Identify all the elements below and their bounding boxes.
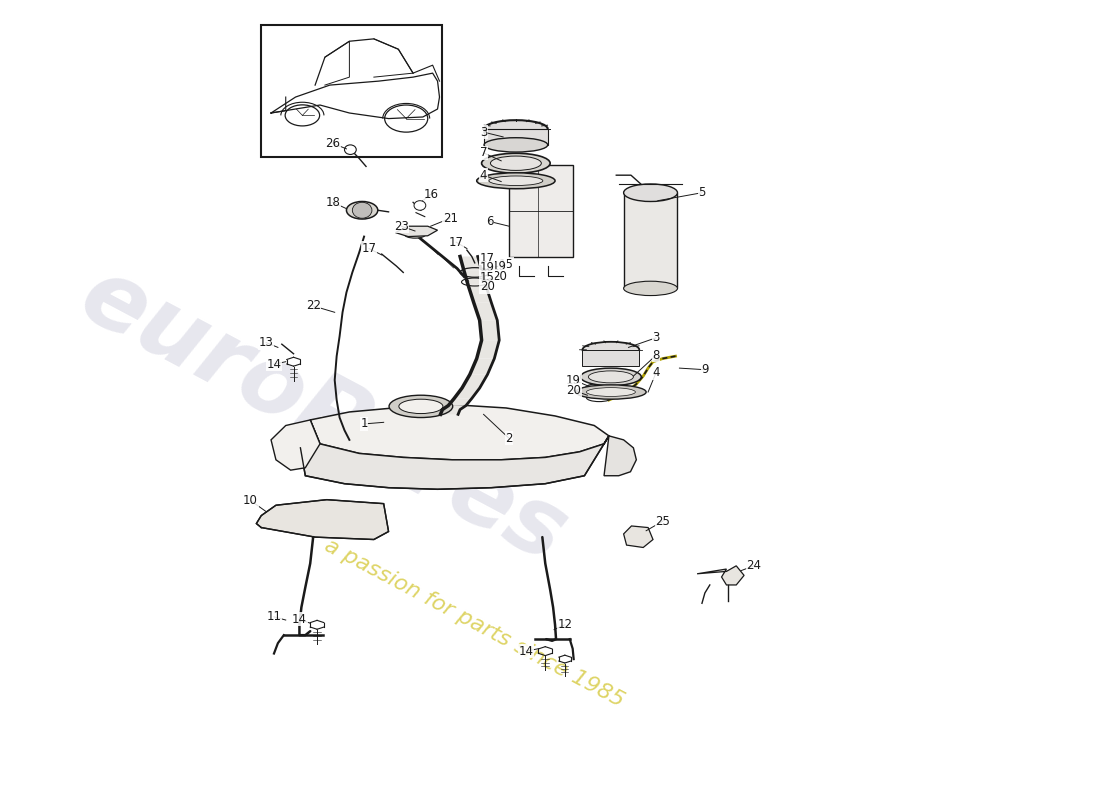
Bar <box>624 193 678 288</box>
Text: 26: 26 <box>326 137 340 150</box>
Ellipse shape <box>586 388 636 397</box>
Text: 4: 4 <box>652 366 660 379</box>
Text: 5: 5 <box>698 186 706 199</box>
Ellipse shape <box>404 230 426 238</box>
Text: 1: 1 <box>361 418 367 430</box>
Text: 4: 4 <box>480 169 487 182</box>
Text: 16: 16 <box>424 188 438 201</box>
Ellipse shape <box>482 154 550 173</box>
Text: 14: 14 <box>266 358 282 370</box>
Ellipse shape <box>491 156 541 170</box>
Text: 21: 21 <box>443 212 458 225</box>
Text: 7: 7 <box>480 146 487 159</box>
Polygon shape <box>454 388 480 398</box>
Text: a passion for parts since 1985: a passion for parts since 1985 <box>320 535 627 711</box>
Ellipse shape <box>476 173 556 189</box>
Ellipse shape <box>490 176 542 186</box>
Text: 22: 22 <box>306 299 321 313</box>
Text: 3: 3 <box>652 331 660 344</box>
Text: 9: 9 <box>701 363 708 376</box>
Text: 6: 6 <box>486 215 493 228</box>
Polygon shape <box>468 285 492 302</box>
Text: euroPares: euroPares <box>64 250 582 582</box>
Ellipse shape <box>575 385 646 399</box>
Ellipse shape <box>484 120 548 138</box>
Polygon shape <box>271 420 320 470</box>
Polygon shape <box>604 436 636 476</box>
Text: 14: 14 <box>518 645 534 658</box>
Ellipse shape <box>583 342 639 358</box>
Text: 13: 13 <box>258 336 274 349</box>
Polygon shape <box>449 398 472 406</box>
Text: 17: 17 <box>362 242 376 255</box>
Polygon shape <box>474 302 497 320</box>
Polygon shape <box>480 320 499 340</box>
Polygon shape <box>442 406 466 410</box>
Text: 3: 3 <box>480 126 487 138</box>
Text: 8: 8 <box>652 349 660 362</box>
Polygon shape <box>697 566 744 585</box>
Text: 15: 15 <box>498 258 514 271</box>
Text: 20: 20 <box>492 270 507 283</box>
Circle shape <box>414 201 426 210</box>
Ellipse shape <box>581 368 641 386</box>
Polygon shape <box>462 374 487 388</box>
Polygon shape <box>460 257 482 271</box>
Text: 20: 20 <box>566 384 581 397</box>
Polygon shape <box>583 350 639 366</box>
Ellipse shape <box>346 202 377 219</box>
Bar <box>261 26 442 157</box>
Text: 11: 11 <box>266 610 282 623</box>
Ellipse shape <box>389 395 453 418</box>
Circle shape <box>344 145 356 154</box>
Polygon shape <box>470 358 494 374</box>
Text: 25: 25 <box>656 514 670 528</box>
Text: 14: 14 <box>292 613 307 626</box>
Text: 18: 18 <box>326 196 340 209</box>
Polygon shape <box>624 526 653 547</box>
Text: 19: 19 <box>480 261 495 274</box>
Polygon shape <box>395 226 438 237</box>
Bar <box>509 165 573 257</box>
Ellipse shape <box>624 282 678 295</box>
Text: 17: 17 <box>480 251 495 265</box>
Polygon shape <box>300 420 609 490</box>
Polygon shape <box>476 340 499 358</box>
Text: 19: 19 <box>492 259 507 273</box>
Polygon shape <box>484 129 548 145</box>
Polygon shape <box>464 271 485 285</box>
Polygon shape <box>310 404 609 460</box>
Text: 23: 23 <box>394 220 409 233</box>
Text: 15: 15 <box>480 270 495 284</box>
Circle shape <box>352 202 372 218</box>
Ellipse shape <box>399 399 443 414</box>
Polygon shape <box>256 500 388 539</box>
Polygon shape <box>440 410 460 414</box>
Text: 2: 2 <box>505 432 513 445</box>
Text: 20: 20 <box>480 280 495 294</box>
Text: 24: 24 <box>747 559 761 572</box>
Text: 17: 17 <box>449 236 463 249</box>
Text: 10: 10 <box>243 494 257 507</box>
Ellipse shape <box>588 371 634 383</box>
Ellipse shape <box>484 138 548 152</box>
Text: 19: 19 <box>566 374 581 386</box>
Text: 12: 12 <box>558 618 572 631</box>
Ellipse shape <box>624 184 678 202</box>
